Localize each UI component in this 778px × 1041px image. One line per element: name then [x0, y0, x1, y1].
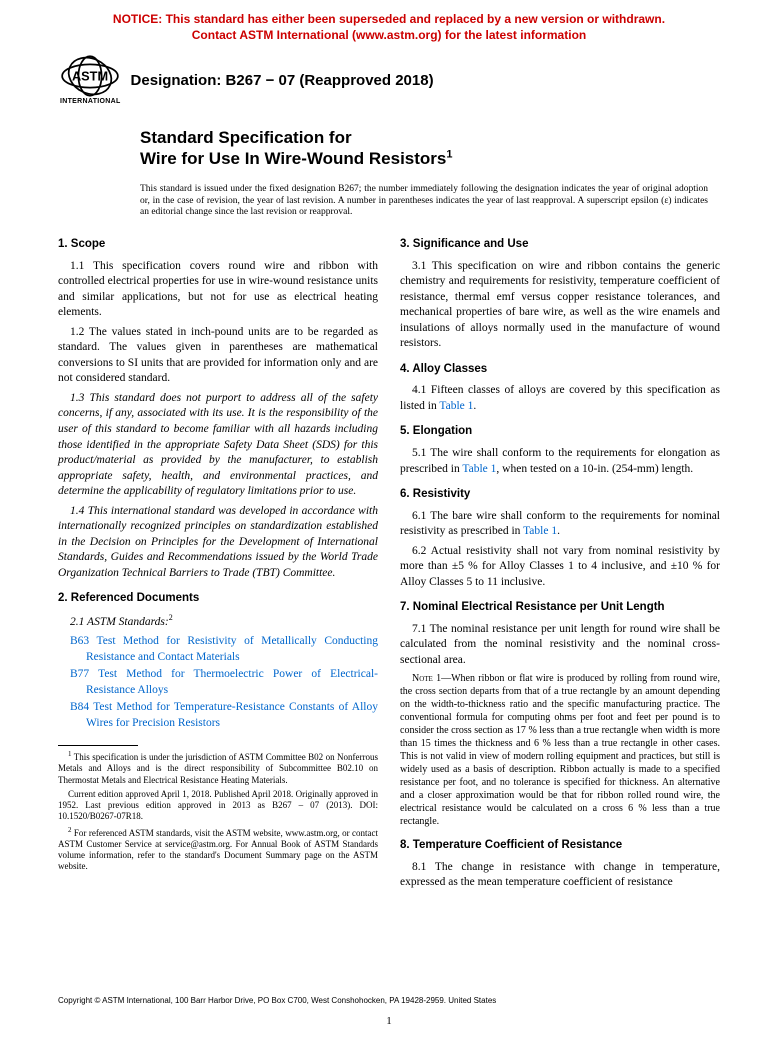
note-1: Note 1—When ribbon or flat wire is produ… — [400, 672, 720, 828]
para-1-1: 1.1 This specification covers round wire… — [58, 259, 378, 321]
issuance-note: This standard is issued under the fixed … — [0, 174, 778, 220]
table1-link-a[interactable]: Table 1 — [439, 400, 473, 412]
svg-text:ASTM: ASTM — [72, 69, 108, 84]
left-column: 1. Scope 1.1 This specification covers r… — [58, 237, 378, 894]
footnote-1b: Current edition approved April 1, 2018. … — [58, 789, 378, 823]
para-1-3: 1.3 This standard does not purport to ad… — [58, 391, 378, 500]
section-8-head: 8. Temperature Coefficient of Resistance — [400, 838, 720, 854]
ref-b77-link[interactable]: B77 Test Method for Thermoelectric Power… — [70, 668, 378, 696]
designation: Designation: B267 − 07 (Reapproved 2018) — [131, 72, 434, 89]
section-5-head: 5. Elongation — [400, 424, 720, 440]
title-line2: Wire for Use In Wire-Wound Resistors1 — [140, 148, 718, 169]
section-2-head: 2. Referenced Documents — [58, 591, 378, 607]
copyright-line: Copyright © ASTM International, 100 Barr… — [58, 996, 496, 1005]
section-6-head: 6. Resistivity — [400, 487, 720, 503]
notice-banner: NOTICE: This standard has either been su… — [0, 0, 778, 51]
footnote-2: 2 For referenced ASTM standards, visit t… — [58, 826, 378, 873]
footnote-rule — [58, 745, 138, 746]
notice-line2: Contact ASTM International (www.astm.org… — [192, 28, 586, 42]
para-3-1: 3.1 This specification on wire and ribbo… — [400, 259, 720, 352]
footnote-1a: 1 This specification is under the jurisd… — [58, 750, 378, 786]
ref-b84-link[interactable]: B84 Test Method for Temperature-Resistan… — [70, 701, 378, 729]
para-6-2: 6.2 Actual resistivity shall not vary fr… — [400, 544, 720, 591]
header-row: ASTM INTERNATIONAL Designation: B267 − 0… — [0, 51, 778, 105]
astm-logo-icon: ASTM — [61, 55, 119, 97]
table1-link-b[interactable]: Table 1 — [462, 463, 496, 475]
section-1-head: 1. Scope — [58, 237, 378, 253]
logo-sublabel: INTERNATIONAL — [60, 98, 121, 105]
para-5-1: 5.1 The wire shall conform to the requir… — [400, 446, 720, 477]
notice-line1: NOTICE: This standard has either been su… — [113, 12, 665, 26]
right-column: 3. Significance and Use 3.1 This specifi… — [400, 237, 720, 894]
title-line1: Standard Specification for — [140, 127, 718, 148]
para-4-1: 4.1 Fifteen classes of alloys are covere… — [400, 383, 720, 414]
section-7-head: 7. Nominal Electrical Resistance per Uni… — [400, 600, 720, 616]
para-2-1: 2.1 ASTM Standards:2 — [58, 613, 378, 630]
ref-b63-link[interactable]: B63 Test Method for Resistivity of Metal… — [70, 635, 378, 663]
para-7-1: 7.1 The nominal resistance per unit leng… — [400, 622, 720, 669]
astm-logo: ASTM INTERNATIONAL — [60, 55, 121, 105]
body-columns: 1. Scope 1.1 This specification covers r… — [0, 219, 778, 894]
title-block: Standard Specification for Wire for Use … — [0, 105, 778, 174]
para-1-2: 1.2 The values stated in inch-pound unit… — [58, 325, 378, 387]
ref-b63: B63 Test Method for Resistivity of Metal… — [58, 634, 378, 665]
page-number: 1 — [0, 1015, 778, 1027]
para-8-1: 8.1 The change in resistance with change… — [400, 860, 720, 891]
section-3-head: 3. Significance and Use — [400, 237, 720, 253]
section-4-head: 4. Alloy Classes — [400, 362, 720, 378]
ref-b77: B77 Test Method for Thermoelectric Power… — [58, 667, 378, 698]
para-6-1: 6.1 The bare wire shall conform to the r… — [400, 509, 720, 540]
table1-link-c[interactable]: Table 1 — [523, 525, 557, 537]
para-1-4: 1.4 This international standard was deve… — [58, 504, 378, 582]
ref-b84: B84 Test Method for Temperature-Resistan… — [58, 700, 378, 731]
